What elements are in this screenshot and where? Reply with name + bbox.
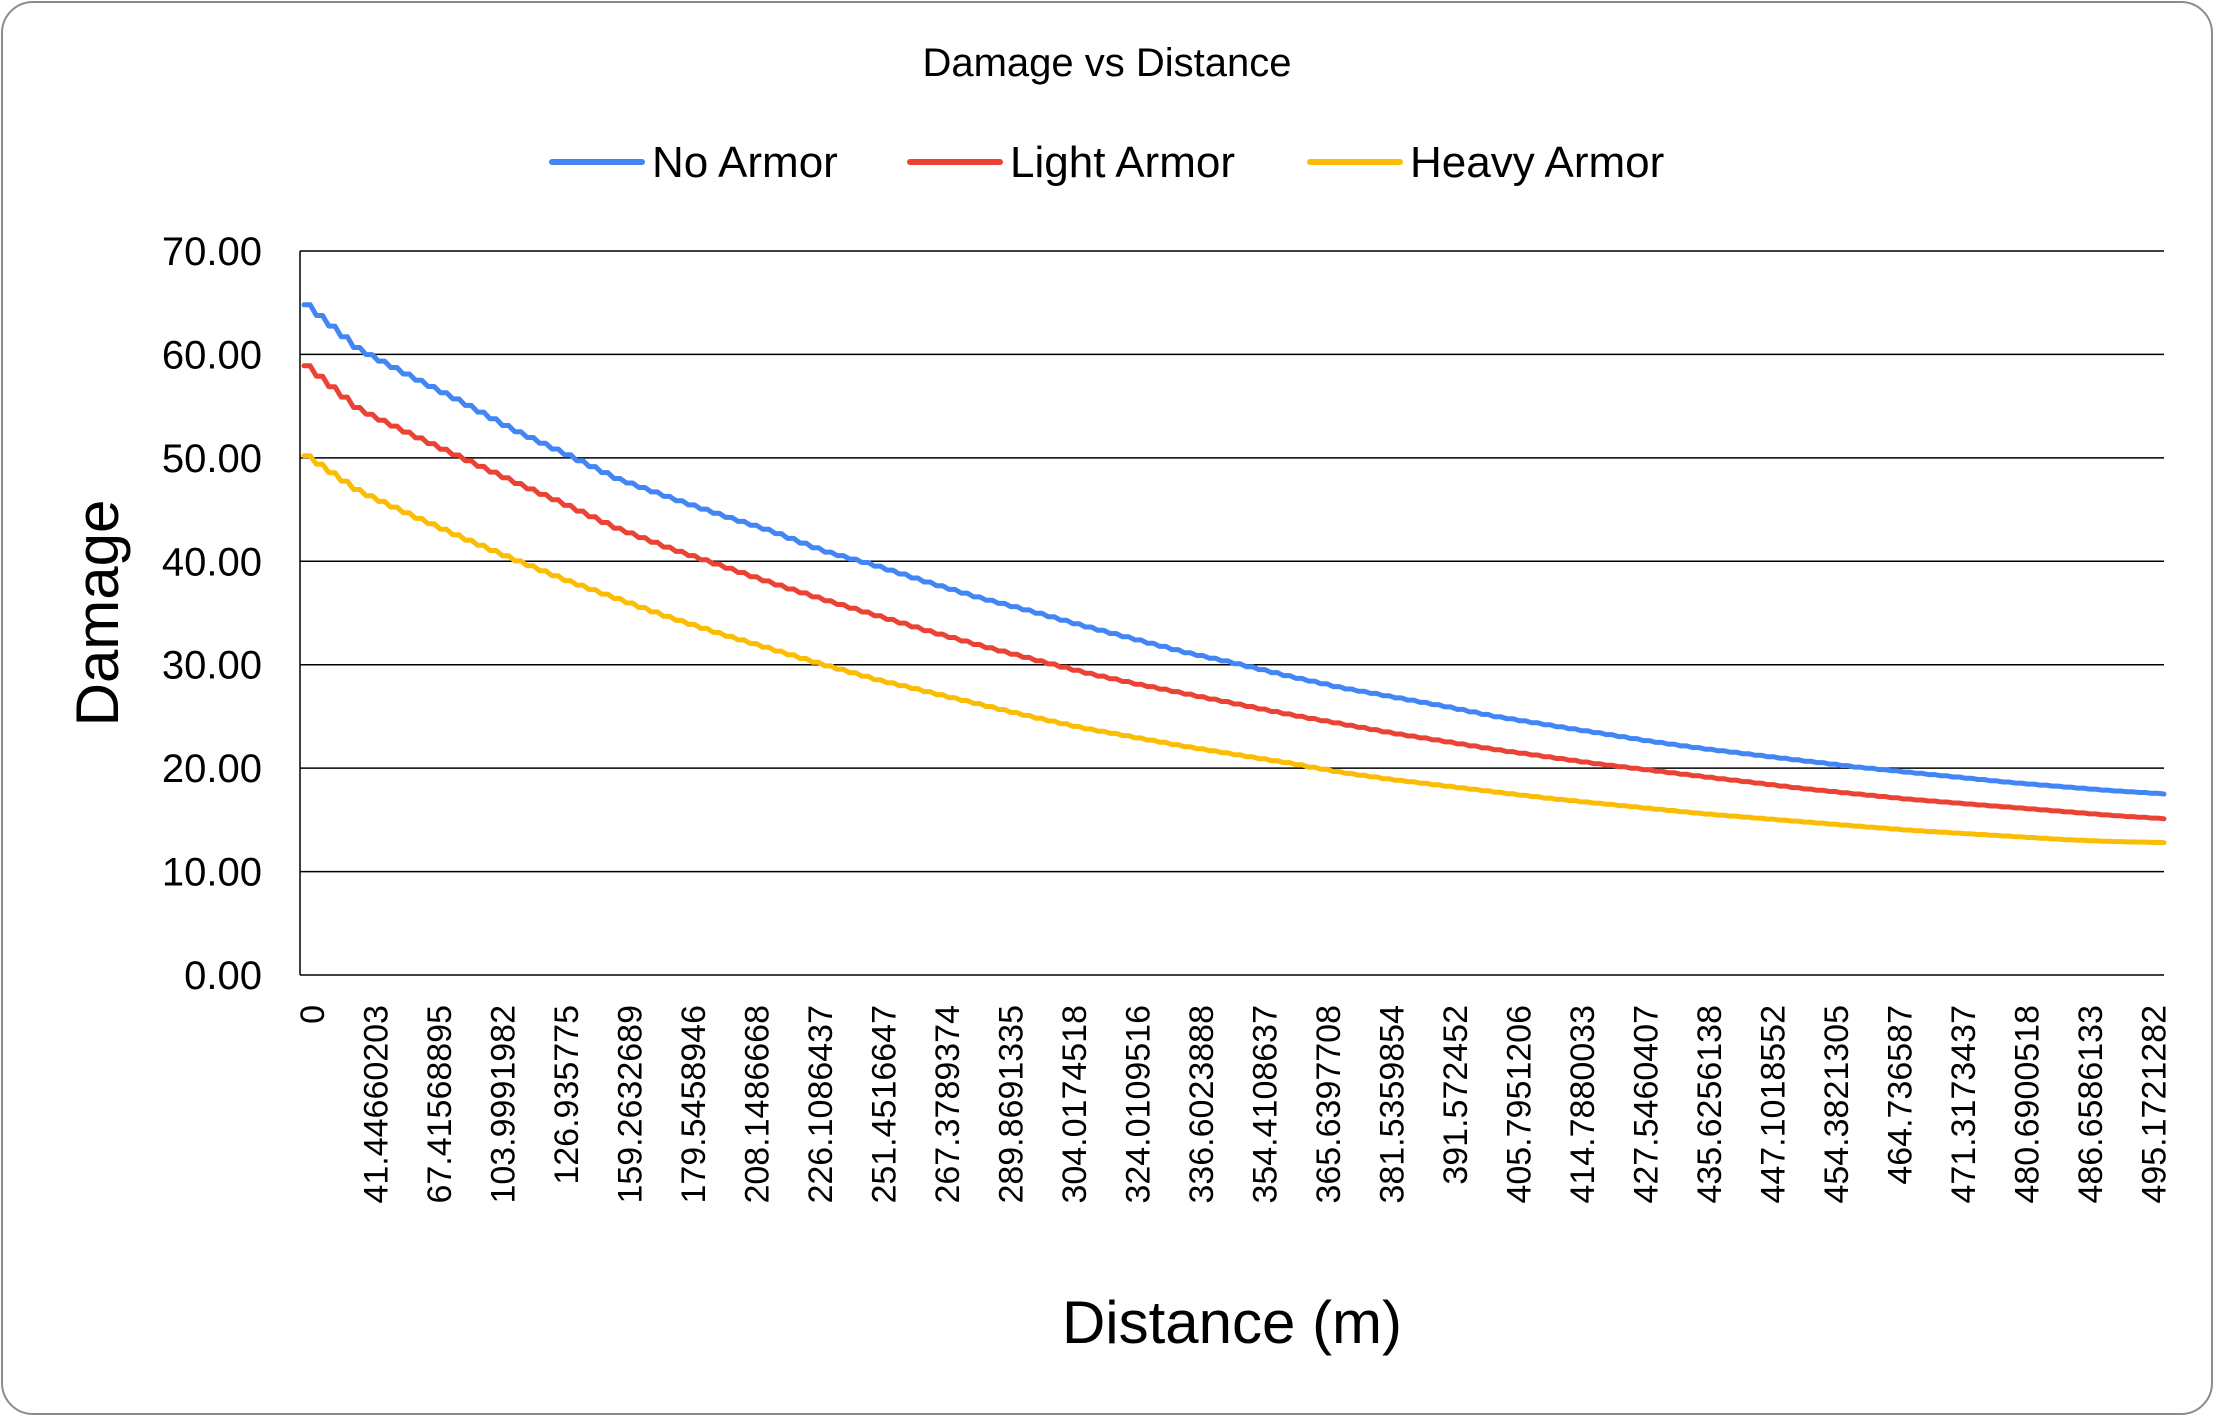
series-line-no-armor xyxy=(301,302,2167,797)
x-tick-label: 365.6397708 xyxy=(1310,1005,1348,1204)
legend: No Armor Light Armor Heavy Armor xyxy=(549,138,1664,187)
x-tick-label: 480.6900518 xyxy=(2009,1005,2047,1204)
x-tick-label: 304.0174518 xyxy=(1056,1005,1094,1204)
x-tick-label: 267.3789374 xyxy=(929,1005,967,1204)
x-tick-label: 289.8691335 xyxy=(993,1005,1031,1204)
x-tick-label: 324.0109516 xyxy=(1120,1005,1158,1204)
x-tick-label: 464.736587 xyxy=(1882,1005,1920,1185)
x-tick-label: 405.7951206 xyxy=(1501,1005,1539,1204)
chart-title: Damage vs Distance xyxy=(922,41,1291,85)
legend-label: Light Armor xyxy=(1010,138,1235,187)
x-tick-label: 471.3173437 xyxy=(1945,1005,1983,1204)
x-tick-label: 226.1086437 xyxy=(802,1005,840,1204)
gridlines xyxy=(299,250,2164,976)
y-tick-label: 40.00 xyxy=(162,540,262,584)
y-tick-label: 50.00 xyxy=(162,437,262,481)
x-tick-label: 414.7880033 xyxy=(1564,1005,1602,1204)
legend-label: Heavy Armor xyxy=(1410,138,1664,187)
x-tick-label: 336.6023888 xyxy=(1183,1005,1221,1204)
x-tick-label: 354.4108637 xyxy=(1247,1005,1285,1204)
y-tick-label: 20.00 xyxy=(162,747,262,791)
x-tick-label: 447.1018552 xyxy=(1755,1005,1793,1204)
y-tick-label: 70.00 xyxy=(162,230,262,274)
x-axis-tick-labels: 0 41.44660203 67.41568895 103.9991982 126.93… xyxy=(294,1005,2174,1204)
x-tick-label: 126.935775 xyxy=(548,1005,586,1185)
legend-item: No Armor xyxy=(549,138,838,187)
x-tick-label: 103.9991982 xyxy=(485,1005,523,1204)
series-line-heavy-armor xyxy=(301,453,2167,846)
x-tick-label: 179.5458946 xyxy=(675,1005,713,1204)
series-line-light-armor xyxy=(301,363,2167,822)
x-tick-label: 0 xyxy=(294,1005,332,1024)
y-axis-tick-labels: 0.00 10.00 20.00 30.00 40.00 50.00 60.00 70.00 xyxy=(162,230,262,998)
legend-item: Heavy Armor xyxy=(1307,138,1664,187)
x-tick-label: 391.572452 xyxy=(1437,1005,1475,1185)
y-tick-label: 0.00 xyxy=(184,954,262,998)
x-tick-label: 427.5460407 xyxy=(1628,1005,1666,1204)
x-tick-label: 381.5359854 xyxy=(1374,1005,1412,1204)
x-tick-label: 435.6256138 xyxy=(1691,1005,1729,1204)
x-tick-label: 67.41568895 xyxy=(421,1005,459,1204)
x-tick-label: 486.6586133 xyxy=(2072,1005,2110,1204)
x-tick-label: 251.4516647 xyxy=(866,1005,904,1204)
legend-item: Light Armor xyxy=(907,138,1235,187)
series-lines xyxy=(301,302,2167,846)
y-tick-label: 10.00 xyxy=(162,851,262,895)
x-axis-title: Distance (m) xyxy=(1062,1289,1402,1356)
x-tick-label: 208.1486668 xyxy=(739,1005,777,1204)
x-tick-label: 159.2632689 xyxy=(612,1005,650,1204)
x-tick-label: 454.3821305 xyxy=(1818,1005,1856,1204)
y-axis-title: Damage xyxy=(64,500,131,727)
y-tick-label: 30.00 xyxy=(162,644,262,688)
y-tick-label: 60.00 xyxy=(162,333,262,377)
x-tick-label: 495.1721282 xyxy=(2136,1005,2174,1204)
x-tick-label: 41.44660203 xyxy=(358,1005,396,1204)
legend-label: No Armor xyxy=(652,138,838,187)
